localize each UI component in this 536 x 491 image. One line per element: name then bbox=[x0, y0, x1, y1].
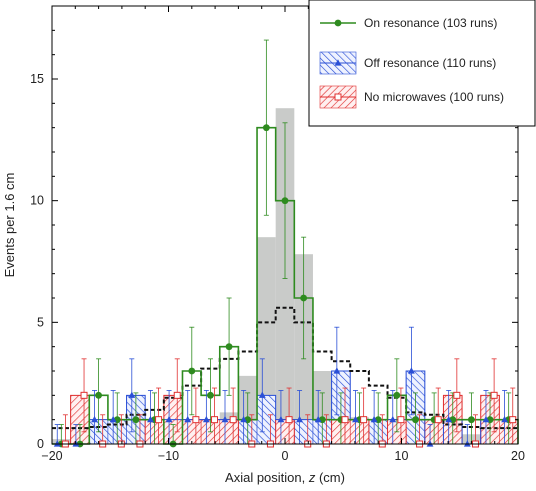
data-point-on-resonance bbox=[412, 416, 419, 424]
data-point-no-microwaves bbox=[509, 416, 517, 424]
expected-distribution-line bbox=[52, 306, 518, 430]
x-tick-label: 20 bbox=[511, 449, 525, 463]
data-point-off-resonance bbox=[501, 415, 509, 423]
y-axis-label: Events per 1.6 cm bbox=[2, 173, 17, 278]
data-point-off-resonance bbox=[184, 415, 192, 423]
data-point-off-resonance bbox=[53, 440, 61, 447]
data-point-on-resonance bbox=[225, 343, 233, 351]
legend-marker bbox=[334, 59, 342, 66]
legend-label: No microwaves (100 runs) bbox=[364, 90, 504, 104]
hatched-bar bbox=[256, 395, 276, 445]
data-point-on-resonance bbox=[188, 367, 196, 375]
data-point-off-resonance bbox=[370, 415, 378, 423]
data-point-no-microwaves bbox=[434, 416, 442, 424]
legend-marker bbox=[334, 93, 342, 101]
data-point-no-microwaves bbox=[397, 416, 405, 424]
data-point-on-resonance bbox=[468, 416, 475, 424]
background-bar bbox=[257, 237, 276, 444]
data-point-off-resonance bbox=[333, 367, 341, 374]
data-point-off-resonance bbox=[408, 367, 415, 374]
legend-label: Off resonance (110 runs) bbox=[364, 56, 496, 70]
y-tick-label: 0 bbox=[37, 437, 44, 451]
data-point-off-resonance bbox=[165, 415, 173, 423]
data-point-off-resonance bbox=[463, 440, 471, 447]
data-point-off-resonance bbox=[352, 415, 359, 423]
hatched-bar bbox=[294, 419, 314, 445]
data-point-off-resonance bbox=[72, 440, 80, 447]
x-axis-label-prefix: Axial position, bbox=[225, 470, 309, 485]
y-tick-label: 15 bbox=[30, 72, 44, 86]
legend: On resonance (103 runs) Off resonance (11… bbox=[308, 0, 536, 127]
data-point-no-microwaves bbox=[360, 416, 368, 424]
data-point-off-resonance bbox=[221, 415, 229, 423]
data-point-no-microwaves bbox=[80, 391, 88, 399]
hatched-bar bbox=[182, 419, 202, 445]
data-point-no-microwaves bbox=[155, 416, 163, 424]
data-point-on-resonance bbox=[300, 294, 308, 302]
data-point-off-resonance bbox=[314, 415, 322, 423]
data-point-no-microwaves bbox=[192, 416, 200, 424]
data-point-on-resonance bbox=[132, 416, 140, 424]
data-point-off-resonance bbox=[202, 415, 210, 423]
y-tick-label: 5 bbox=[37, 315, 44, 329]
data-point-off-resonance bbox=[445, 415, 453, 423]
x-tick-label: −10 bbox=[158, 449, 179, 463]
data-point-no-microwaves bbox=[211, 416, 219, 424]
y-tick-label: 10 bbox=[30, 194, 44, 208]
x-axis-label-unit: (cm) bbox=[315, 470, 345, 485]
hatched-bar bbox=[219, 419, 239, 445]
data-point-off-resonance bbox=[277, 415, 285, 423]
data-point-off-resonance bbox=[426, 440, 434, 447]
data-point-off-resonance bbox=[389, 415, 397, 423]
data-point-no-microwaves bbox=[229, 416, 237, 424]
x-tick-label: 10 bbox=[395, 449, 409, 463]
data-point-no-microwaves bbox=[453, 391, 461, 399]
data-point-no-microwaves bbox=[173, 391, 181, 399]
data-point-off-resonance bbox=[258, 391, 266, 398]
data-point-off-resonance bbox=[482, 415, 490, 423]
data-point-on-resonance bbox=[207, 391, 214, 399]
data-point-off-resonance bbox=[240, 415, 248, 423]
x-tick-label: 0 bbox=[282, 449, 289, 463]
axis-ticks: −20 −10 0 10 20 0 5 10 15 bbox=[30, 5, 525, 463]
data-point-off-resonance bbox=[128, 391, 136, 398]
data-point-on-resonance bbox=[281, 197, 289, 205]
plot-area bbox=[52, 39, 519, 448]
data-point-off-resonance bbox=[91, 415, 98, 423]
x-axis-label: Axial position, z (cm) bbox=[225, 470, 345, 485]
data-point-off-resonance bbox=[296, 415, 303, 423]
data-point-on-resonance bbox=[95, 391, 102, 399]
legend-marker bbox=[334, 19, 342, 27]
data-point-off-resonance bbox=[109, 415, 117, 423]
legend-label: On resonance (103 runs) bbox=[364, 16, 497, 30]
data-point-on-resonance bbox=[262, 124, 270, 132]
data-point-no-microwaves bbox=[285, 416, 293, 424]
data-point-no-microwaves bbox=[490, 391, 498, 399]
data-point-on-resonance bbox=[393, 391, 401, 399]
x-tick-label: −20 bbox=[41, 449, 62, 463]
data-point-off-resonance bbox=[147, 415, 154, 423]
x-axis-label-variable: z bbox=[308, 470, 316, 485]
data-point-no-microwaves bbox=[341, 416, 349, 424]
